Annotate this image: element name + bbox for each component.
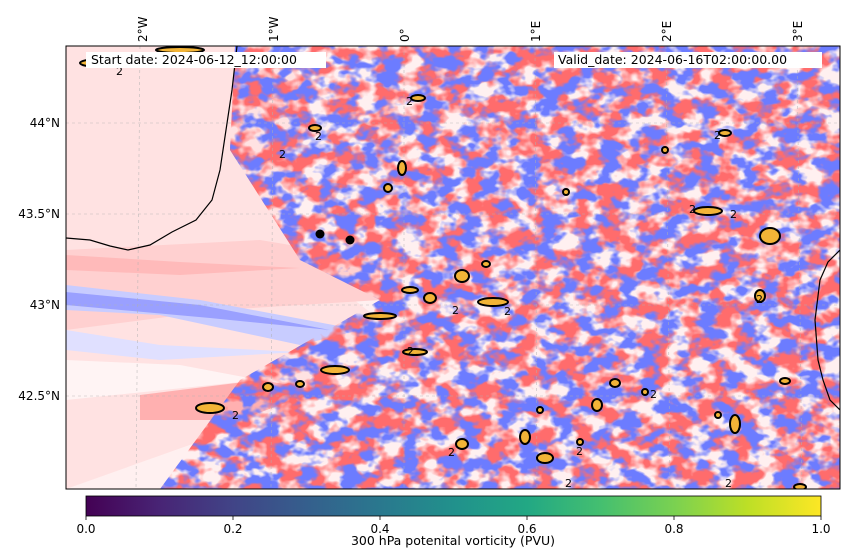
contour-label: 2 <box>452 304 459 317</box>
contour-label: 2 <box>315 130 322 143</box>
contour-label: 2 <box>756 293 763 306</box>
contour-label: 2 <box>116 65 123 78</box>
lat-tick-label: 44°N <box>30 116 60 130</box>
colorbar-ticks <box>85 516 822 520</box>
colorbar-tick-label: 0.2 <box>223 522 242 536</box>
colorbar-tick-label: 0.4 <box>370 522 389 536</box>
contour-label: 2 <box>504 305 511 318</box>
lon-tick-label: 3°E <box>791 21 805 42</box>
gridlines <box>66 46 840 489</box>
lat-tick-label: 43°N <box>30 298 60 312</box>
point-marker-b <box>345 235 355 245</box>
colorbar-tick-label: 1.0 <box>811 522 830 536</box>
colorbar-tick-label: 0.0 <box>76 522 95 536</box>
point-marker-a <box>315 229 325 239</box>
contour-label: 2 <box>725 477 732 490</box>
colorbar-tick-label: 0.8 <box>664 522 683 536</box>
lon-tick-label: 0° <box>398 28 412 42</box>
contour-label: 2 <box>730 208 737 221</box>
contour-label: 2 <box>576 445 583 458</box>
lon-tick-label: 2°E <box>660 21 674 42</box>
start-date-box <box>86 52 326 68</box>
valid-date-box <box>554 52 822 68</box>
map-panel: 2 2 2 2 2 2 2 2 2 2 2 2 2 2 2 2 2 Start <box>66 46 840 490</box>
contour-label: 2 <box>650 388 657 401</box>
contour-label: 2 <box>565 477 572 490</box>
coastline <box>66 46 840 411</box>
colorbar: 0.0 0.2 0.4 0.6 0.8 1.0 300 hPa potenita… <box>76 495 831 548</box>
colorbar-label: 300 hPa potenital vorticity (PVU) <box>351 533 555 548</box>
lon-tick-label: 2°W <box>136 16 150 42</box>
lon-tick-label: 1°W <box>267 16 281 42</box>
lat-tick-label: 43.5°N <box>18 207 60 221</box>
colorbar-gradient <box>85 495 822 517</box>
map-frame <box>65 45 841 490</box>
contour-label: 2 <box>232 409 239 422</box>
pv-contours <box>79 46 807 489</box>
valid-date-label: Valid_date: 2024-06-16T02:00:00.00 <box>558 52 787 67</box>
start-date-label: Start date: 2024-06-12_12:00:00 <box>91 52 297 67</box>
contour-labels: 2 2 2 2 2 2 2 2 2 2 2 2 2 2 2 2 2 <box>116 65 763 490</box>
lat-tick-label: 42.5°N <box>18 389 60 403</box>
contour-label: 2 <box>448 446 455 459</box>
contour-label: 2 <box>406 95 413 108</box>
longitude-ticks: 2°W 1°W 0° 1°E 2°E 3°E <box>136 16 805 42</box>
colorbar-tick-label: 0.6 <box>517 522 536 536</box>
latitude-ticks: 44°N 43.5°N 43°N 42.5°N <box>18 116 60 403</box>
annotation-bar: Start date: 2024-06-12_12:00:00 Valid_da… <box>86 52 822 68</box>
lon-tick-label: 1°E <box>529 21 543 42</box>
contour-label: 2 <box>279 148 286 161</box>
contour-label: 2 <box>689 203 696 216</box>
contour-label: 2 <box>407 345 414 358</box>
noisy-field <box>160 46 840 489</box>
location-markers <box>315 229 355 245</box>
contour-label: 2 <box>714 129 721 142</box>
